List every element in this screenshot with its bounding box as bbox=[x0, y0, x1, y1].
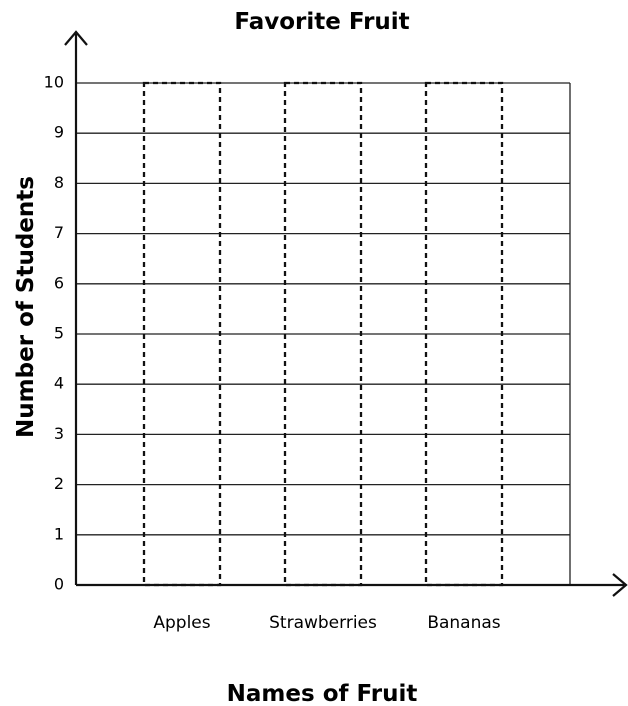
y-tick-label-10: 10 bbox=[44, 73, 64, 92]
y-axis-label: Number of Students bbox=[13, 176, 39, 438]
y-tick-label-0: 0 bbox=[54, 575, 64, 594]
y-tick-label-8: 8 bbox=[54, 173, 64, 192]
x-tick-label-apples: Apples bbox=[153, 613, 210, 633]
chart-title: Favorite Fruit bbox=[234, 9, 409, 35]
x-axis-label: Names of Fruit bbox=[227, 681, 418, 706]
y-tick-labels: 0 1 2 3 4 5 6 7 8 9 10 bbox=[44, 73, 64, 594]
x-tick-label-bananas: Bananas bbox=[427, 613, 500, 633]
y-tick-label-9: 9 bbox=[54, 123, 64, 142]
y-tick-label-3: 3 bbox=[54, 424, 64, 443]
y-tick-label-7: 7 bbox=[54, 223, 64, 242]
y-axis-arrow bbox=[64, 30, 88, 46]
axes bbox=[64, 30, 628, 597]
x-axis-arrow bbox=[612, 573, 628, 597]
y-tick-label-2: 2 bbox=[54, 474, 64, 493]
y-tick-label-1: 1 bbox=[54, 524, 64, 543]
y-tick-label-4: 4 bbox=[54, 374, 64, 393]
gridlines bbox=[76, 82, 570, 536]
y-tick-label-6: 6 bbox=[54, 273, 64, 292]
x-tick-labels: Apples Strawberries Bananas bbox=[153, 613, 500, 633]
x-tick-label-strawberries: Strawberries bbox=[269, 613, 377, 633]
y-tick-label-5: 5 bbox=[54, 324, 64, 343]
